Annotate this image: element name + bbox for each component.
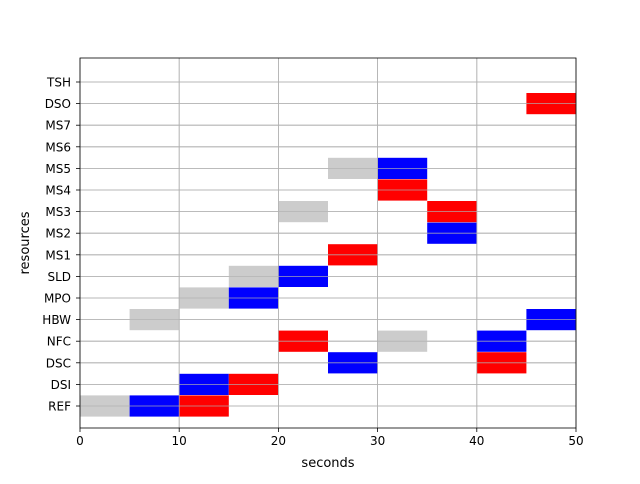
y-tick-label: HBW <box>42 313 71 327</box>
x-tick-label: 10 <box>172 434 187 448</box>
y-tick-label: MS5 <box>45 162 71 176</box>
x-tick-label: 20 <box>271 434 286 448</box>
y-tick-label: MPO <box>44 292 71 306</box>
y-axis-label: resources <box>18 211 33 274</box>
y-tick-label: DSO <box>45 97 71 111</box>
y-tick-label: NFC <box>47 335 71 349</box>
y-tick-label: TSH <box>46 76 71 90</box>
y-tick-label: REF <box>48 400 71 414</box>
x-tick-label: 50 <box>568 434 583 448</box>
y-tick-label: DSC <box>46 356 71 370</box>
y-tick-label: DSI <box>51 378 71 392</box>
x-tick-label: 40 <box>469 434 484 448</box>
y-tick-label: MS4 <box>45 184 71 198</box>
y-tick-label: SLD <box>47 270 71 284</box>
axes: 0 10 20 30 40 50 REF DSI DSC NFC HBW MPO SLD MS1 MS2 MS… <box>42 57 584 448</box>
y-tick-label: MS3 <box>45 205 71 219</box>
x-tick-label: 0 <box>76 434 84 448</box>
x-axis-label: seconds <box>301 456 354 471</box>
plot-frame <box>79 57 577 429</box>
y-tick-label: MS6 <box>45 140 71 154</box>
bars-layer <box>79 58 577 428</box>
y-tick-label: MS1 <box>45 248 71 262</box>
y-tick-label: MS2 <box>45 227 71 241</box>
x-tick-label: 30 <box>370 434 385 448</box>
y-tick-label: MS7 <box>45 119 71 133</box>
